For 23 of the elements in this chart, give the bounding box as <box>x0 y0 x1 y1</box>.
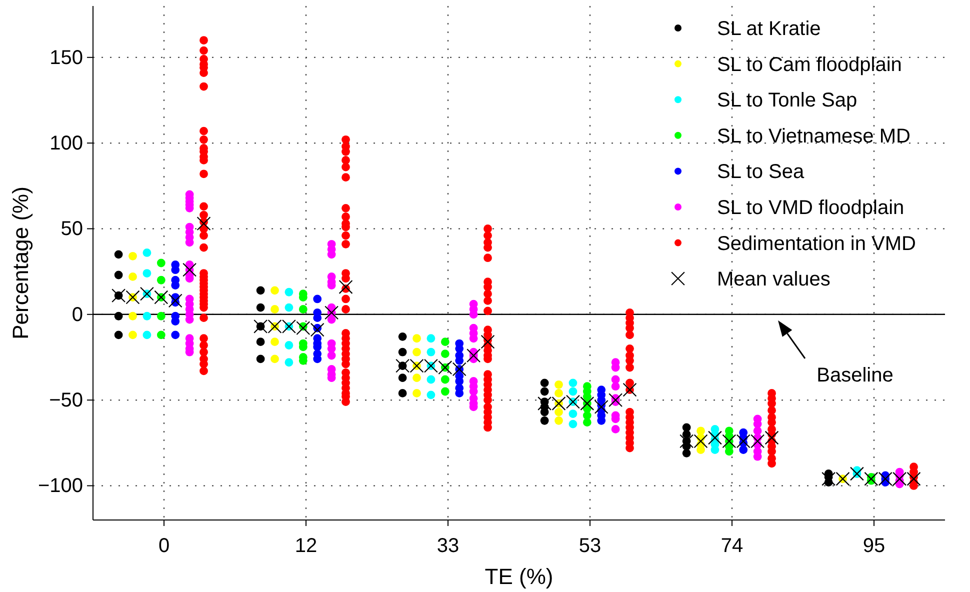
y-tick-label: 50 <box>60 218 83 240</box>
legend-label: SL to VMD floodplain <box>717 197 904 219</box>
x-tick-label: 0 <box>158 535 170 558</box>
legend-label: SL to Vietnamese MD <box>717 125 910 148</box>
y-tick-label: 0 <box>72 304 83 326</box>
legend-label: Sedimentation in VMD <box>717 232 916 255</box>
legend-label: SL to Tonle Sap <box>717 90 858 112</box>
x-tick-label: 53 <box>578 535 602 558</box>
legend-label: SL to Sea <box>717 161 805 184</box>
x-axis-title: TE (%) <box>484 564 554 589</box>
legend-label: Mean values <box>717 268 830 291</box>
legend-label: SL to Cam floodplain <box>717 54 902 76</box>
y-tick-label: 100 <box>50 132 83 154</box>
x-tick-label: 74 <box>720 535 744 558</box>
y-tick-label: 150 <box>50 46 83 69</box>
ref-line-label: Baseline <box>816 364 894 386</box>
x-tick-label: 33 <box>436 535 460 558</box>
y-tick-label: −100 <box>38 475 83 498</box>
x-tick-label: 12 <box>294 535 318 558</box>
legend-label: SL at Kratie <box>717 18 821 40</box>
y-axis-title: Percentage (%) <box>8 186 33 340</box>
x-tick-label: 95 <box>862 535 886 558</box>
y-tick-label: −50 <box>49 389 83 412</box>
